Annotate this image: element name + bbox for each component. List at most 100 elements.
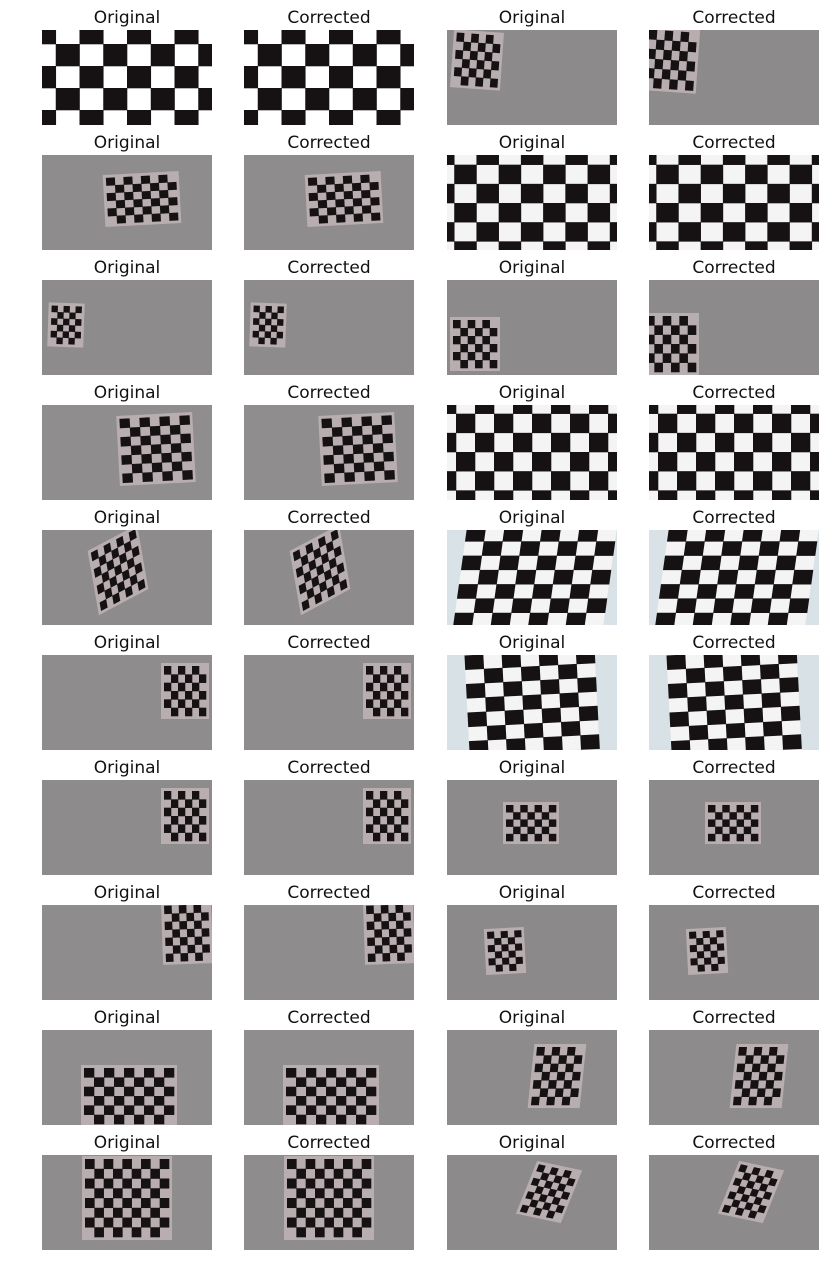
checkerboard-photo [447, 155, 617, 250]
checkerboard [87, 530, 149, 616]
checkerboard-photo [42, 530, 212, 625]
checkerboard-photo [447, 530, 617, 625]
original-label: Original [93, 1133, 161, 1153]
corrected-label: Corrected [287, 1008, 371, 1028]
checkerboard [244, 30, 414, 125]
checkerboard [649, 30, 701, 94]
checkerboard [304, 171, 384, 227]
original-label: Original [498, 508, 566, 528]
checkerboard [649, 313, 699, 375]
checkerboard-photo [649, 780, 819, 875]
checkerboard [447, 405, 617, 500]
checkerboard [284, 1156, 374, 1240]
checkerboard [447, 155, 617, 250]
original-label: Original [498, 883, 566, 903]
corrected-label: Corrected [692, 883, 776, 903]
checkerboard-photo [649, 530, 819, 625]
checkerboard [527, 1044, 587, 1108]
checkerboard-photo [447, 1030, 617, 1125]
corrected-label: Corrected [692, 383, 776, 403]
corrected-label: Corrected [692, 133, 776, 153]
checkerboard [515, 1160, 583, 1224]
checkerboard [161, 663, 209, 719]
checkerboard [654, 530, 819, 625]
checkerboard [717, 1160, 785, 1224]
checkerboard [160, 905, 212, 965]
checkerboard-photo [244, 280, 414, 375]
original-label: Original [93, 8, 161, 28]
checkerboard [362, 905, 414, 965]
checkerboard-photo [447, 30, 617, 125]
original-label: Original [498, 758, 566, 778]
original-label: Original [498, 258, 566, 278]
original-label: Original [93, 133, 161, 153]
checkerboard-photo [649, 405, 819, 500]
wall-background [649, 905, 819, 1000]
corrected-label: Corrected [692, 508, 776, 528]
checkerboard [116, 412, 196, 486]
checkerboard-photo [42, 905, 212, 1000]
checkerboard-photo [42, 1030, 212, 1125]
original-label: Original [498, 633, 566, 653]
corrected-label: Corrected [287, 383, 371, 403]
checkerboard-photo [42, 155, 212, 250]
corrected-label: Corrected [692, 1133, 776, 1153]
checkerboard-photo [244, 530, 414, 625]
original-label: Original [93, 633, 161, 653]
checkerboard-photo [649, 280, 819, 375]
checkerboard [82, 1156, 172, 1240]
corrected-label: Corrected [287, 8, 371, 28]
checkerboard-photo [447, 780, 617, 875]
checkerboard-photo [447, 905, 617, 1000]
checkerboard [464, 655, 600, 750]
checkerboard-photo [447, 280, 617, 375]
checkerboard [249, 302, 287, 348]
corrected-label: Corrected [692, 1008, 776, 1028]
checkerboard-photo [244, 30, 414, 125]
checkerboard-photo [649, 905, 819, 1000]
corrected-label: Corrected [287, 633, 371, 653]
checkerboard-photo [447, 1155, 617, 1250]
checkerboard [649, 405, 819, 500]
corrected-label: Corrected [287, 1133, 371, 1153]
checkerboard-photo [447, 655, 617, 750]
checkerboard-photo [244, 1155, 414, 1250]
original-label: Original [498, 133, 566, 153]
corrected-label: Corrected [287, 133, 371, 153]
corrected-label: Corrected [692, 258, 776, 278]
checkerboard-photo [649, 655, 819, 750]
checkerboard [452, 530, 617, 625]
checkerboard [503, 802, 559, 844]
checkerboard-photo [244, 655, 414, 750]
corrected-label: Corrected [692, 633, 776, 653]
checkerboard-photo [42, 30, 212, 125]
wall-background [447, 905, 617, 1000]
corrected-label: Corrected [287, 508, 371, 528]
checkerboard [363, 663, 411, 719]
original-label: Original [93, 508, 161, 528]
original-label: Original [498, 1008, 566, 1028]
checkerboard [81, 1065, 177, 1125]
checkerboard-photo [42, 780, 212, 875]
corrected-label: Corrected [692, 8, 776, 28]
checkerboard [705, 802, 761, 844]
checkerboard [289, 530, 351, 616]
checkerboard [649, 155, 819, 250]
corrected-label: Corrected [692, 758, 776, 778]
checkerboard-photo [649, 1155, 819, 1250]
checkerboard [363, 788, 411, 844]
checkerboard-photo [244, 405, 414, 500]
checkerboard [483, 926, 527, 976]
checkerboard-photo [42, 280, 212, 375]
original-label: Original [93, 883, 161, 903]
original-label: Original [498, 1133, 566, 1153]
checkerboard [161, 788, 209, 844]
checkerboard [102, 171, 182, 227]
checkerboard-photo [42, 1155, 212, 1250]
checkerboard [685, 926, 729, 976]
checkerboard-photo [42, 655, 212, 750]
checkerboard-photo [244, 1030, 414, 1125]
checkerboard-photo [649, 155, 819, 250]
checkerboard [666, 655, 802, 750]
